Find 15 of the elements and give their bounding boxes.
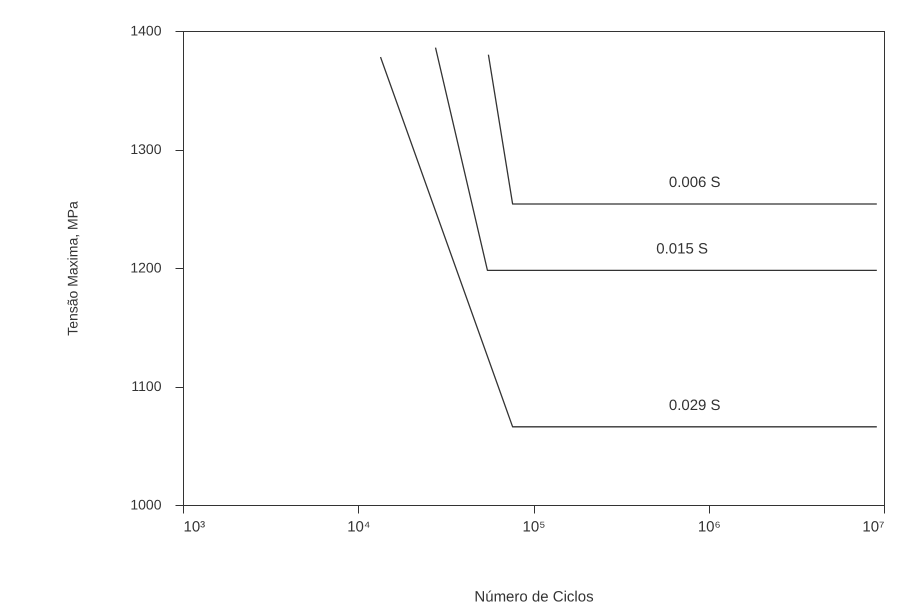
y-axis-title: Tensão Maxima, MPa bbox=[64, 200, 80, 336]
y-tick-label: 1300 bbox=[130, 141, 162, 157]
series-label: 0.029 S bbox=[668, 396, 721, 414]
x-tick-label: 10⁴ bbox=[347, 518, 370, 536]
x-tick-label: 10⁷ bbox=[862, 518, 884, 536]
series-label: 0.006 S bbox=[668, 174, 721, 192]
y-tick-label: 1400 bbox=[130, 22, 162, 38]
x-tick-label: 10⁶ bbox=[698, 518, 721, 536]
y-tick-label: 1200 bbox=[130, 260, 162, 276]
x-axis-title: Número de Ciclos bbox=[474, 588, 594, 606]
x-tick-label: 10³ bbox=[184, 518, 206, 536]
y-tick-label: 1000 bbox=[130, 496, 162, 512]
y-tick-label: 1100 bbox=[131, 378, 162, 394]
series-label: 0.015 S bbox=[656, 240, 708, 258]
x-tick-label: 10⁵ bbox=[522, 518, 546, 536]
